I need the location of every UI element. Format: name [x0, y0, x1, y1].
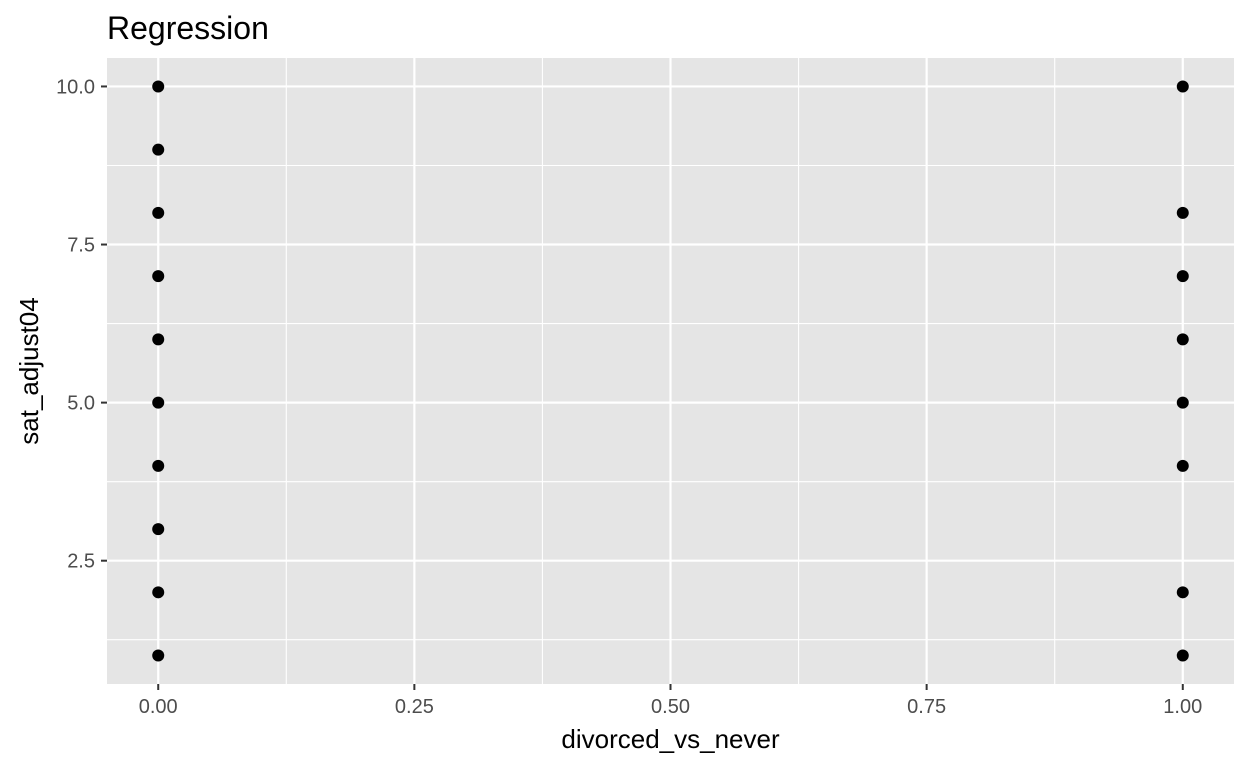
data-point [152, 649, 165, 662]
data-point [152, 523, 165, 536]
data-point [152, 143, 165, 156]
data-point [1176, 270, 1189, 283]
data-point [1176, 459, 1189, 472]
x-tick-label: 0.00 [139, 696, 178, 718]
data-point [152, 396, 165, 409]
chart-title: Regression [107, 10, 269, 46]
data-point [1176, 649, 1189, 662]
data-point [1176, 206, 1189, 219]
data-point [1176, 333, 1189, 346]
data-points [152, 80, 1189, 662]
x-tick-label: 0.75 [907, 696, 946, 718]
y-axis: 2.5 5.0 7.5 10.0 [56, 76, 107, 573]
major-gridlines [107, 58, 1234, 684]
data-point [1176, 396, 1189, 409]
data-point [152, 586, 165, 599]
y-axis-title: sat_adjust04 [14, 297, 44, 444]
x-tick-label: 1.00 [1163, 696, 1202, 718]
data-point [152, 459, 165, 472]
data-point [152, 333, 165, 346]
x-tick-label: 0.50 [651, 696, 690, 718]
x-tick-label: 0.25 [395, 696, 434, 718]
data-point [152, 80, 165, 93]
data-point [152, 206, 165, 219]
data-point [1176, 80, 1189, 93]
y-tick-label: 10.0 [56, 76, 95, 98]
data-point [152, 270, 165, 283]
y-tick-label: 7.5 [67, 235, 95, 257]
y-tick-label: 2.5 [67, 551, 95, 573]
data-point [1176, 586, 1189, 599]
x-axis-title: divorced_vs_never [561, 724, 780, 754]
y-tick-label: 5.0 [67, 393, 95, 415]
x-axis: 0.00 0.25 0.50 0.75 1.00 [139, 684, 1202, 718]
